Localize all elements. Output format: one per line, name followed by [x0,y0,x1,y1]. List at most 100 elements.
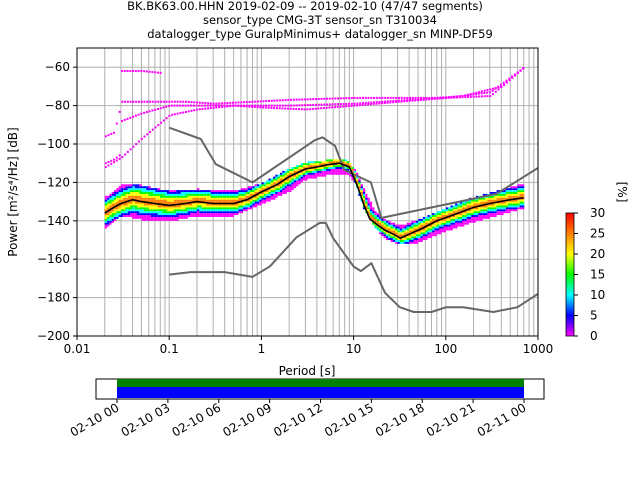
psd-density-cell [462,216,465,219]
psd-density-cell [118,207,121,210]
psd-density-cell [349,165,352,168]
psd-density-cell [362,197,366,200]
psd-density-cell [164,197,167,200]
psd-density-cell [120,199,124,202]
psd-density-cell [353,168,356,171]
psd-density-cell [279,186,283,189]
psd-density-cell [203,205,207,208]
psd-density-cell [508,192,511,194]
psd-density-cell [169,207,172,210]
psd-outlier-cell [395,99,398,102]
psd-density-cell [367,205,370,208]
y-tick-label: −80 [45,99,70,113]
psd-density-cell [316,172,320,175]
psd-density-cell [162,192,165,194]
psd-density-cell [162,190,165,192]
psd-density-cell [123,215,126,217]
psd-density-cell [501,209,504,212]
psd-density-cell [376,215,380,217]
psd-density-cell [176,218,179,221]
timeline-tick-label: 02-10 12 [271,400,325,439]
psd-density-cell [210,203,214,206]
psd-outlier-cell [146,100,149,103]
psd-density-cell [146,218,149,221]
psd-density-cell [515,186,518,189]
psd-outlier-cell [356,96,359,99]
psd-outlier-cell [259,106,262,109]
psd-density-cell [243,197,246,200]
psd-density-cell [273,182,276,185]
psd-density-cell [512,186,516,189]
psd-density-cell [491,199,495,202]
psd-density-cell [441,211,444,214]
psd-outlier-cell [120,119,123,122]
psd-density-cell [468,215,472,217]
psd-density-cell [229,215,232,217]
psd-density-cell [473,211,476,214]
psd-density-cell [148,203,151,206]
psd-density-cell [268,178,271,181]
psd-density-cell [236,199,239,202]
psd-density-cell [298,174,301,177]
psd-density-cell [178,205,181,208]
psd-density-cell [455,226,458,229]
psd-density-cell [482,197,486,200]
psd-density-cell [436,211,439,214]
psd-outlier-cell [281,99,284,102]
psd-density-cell [480,207,483,210]
psd-outlier-cell [345,97,348,100]
psd-density-cell [224,197,227,200]
psd-outlier-cell [206,104,209,107]
psd-density-cell [342,170,345,173]
psd-outlier-cell [491,87,494,90]
psd-density-cell [273,197,276,200]
psd-outlier-cell [292,107,295,110]
psd-density-cell [268,182,271,185]
psd-density-cell [441,226,444,229]
psd-density-cell [148,213,151,216]
psd-density-cell [309,170,313,173]
psd-density-cell [273,178,276,181]
psd-density-cell [473,215,476,217]
psd-density-cell [515,207,518,210]
psd-density-cell [148,192,151,194]
psd-density-cell [229,192,232,194]
psd-density-cell [521,190,525,192]
psd-density-cell [489,215,492,217]
psd-outlier-cell [182,111,185,114]
psd-density-cell [254,188,257,191]
psd-density-cell [466,218,469,221]
psd-density-cell [155,216,158,219]
psd-density-cell [441,224,444,227]
psd-density-cell [206,215,209,217]
psd-density-cell [501,197,504,200]
psd-density-cell [169,197,172,200]
psd-density-cell [270,178,274,181]
psd-density-cell [224,190,227,192]
psd-density-cell [155,211,158,214]
psd-outlier-cell [270,99,273,102]
psd-outlier-cell [132,115,135,118]
psd-outlier-cell [417,98,420,101]
psd-density-cell [445,228,449,231]
psd-density-cell [245,209,248,212]
psd-density-cell [321,174,324,177]
psd-density-cell [143,205,147,208]
psd-density-cell [210,193,214,196]
psd-density-cell [519,207,522,210]
psd-density-cell [282,186,285,189]
psd-outlier-cell [107,134,110,137]
psd-density-cell [448,228,451,231]
psd-density-cell [183,192,186,194]
psd-density-cell [224,203,227,206]
psd-density-cell [160,215,163,217]
psd-outlier-cell [184,104,187,107]
psd-density-cell [171,195,174,198]
psd-density-cell [210,207,214,210]
psd-density-cell [185,207,188,210]
psd-density-cell [132,195,135,198]
psd-density-cell [293,180,297,183]
psd-density-cell [141,190,144,192]
timeline-tick-label: 02-10 18 [373,400,427,439]
psd-density-cell [113,190,117,192]
